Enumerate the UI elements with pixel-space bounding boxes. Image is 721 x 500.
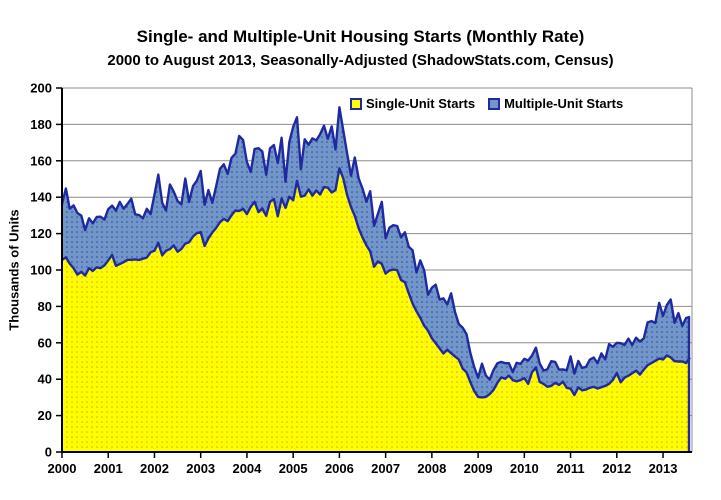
y-axis-title: Thousands of Units <box>6 209 22 331</box>
y-tick-label: 60 <box>38 335 52 350</box>
y-tick-label: 160 <box>30 153 52 168</box>
multiple-unit-legend-marker-icon <box>488 97 501 110</box>
y-tick-label: 0 <box>45 445 52 460</box>
x-tick-label: 2003 <box>186 461 215 476</box>
x-tick-label: 2002 <box>140 461 169 476</box>
x-tick-label: 2012 <box>602 461 631 476</box>
y-tick-label: 80 <box>38 299 52 314</box>
y-tick-label: 200 <box>30 81 52 96</box>
x-tick-label: 2010 <box>510 461 539 476</box>
multiple-unit-line <box>60 106 691 381</box>
y-tick-label: 100 <box>30 263 52 278</box>
x-tick-label: 2007 <box>371 461 400 476</box>
single-unit-line <box>61 167 691 399</box>
legend: Single-Unit Starts Multiple-Unit Starts <box>350 96 623 111</box>
x-tick-label: 2001 <box>94 461 123 476</box>
x-tick-label: 2005 <box>279 461 308 476</box>
x-tick-label: 2013 <box>649 461 678 476</box>
legend-item-multiple-unit: Multiple-Unit Starts <box>488 96 623 111</box>
legend-item-single-unit: Single-Unit Starts <box>350 96 475 111</box>
y-tick-label: 120 <box>30 226 52 241</box>
y-tick-label: 140 <box>30 190 52 205</box>
x-tick-label: 2004 <box>232 461 262 476</box>
chart-subtitle: 2000 to August 2013, Seasonally-Adjusted… <box>107 52 614 69</box>
chart-title: Single- and Multiple-Unit Housing Starts… <box>136 27 585 46</box>
x-tick-label: 2011 <box>556 461 584 476</box>
single-unit-legend-marker-icon <box>350 97 362 110</box>
x-tick-label: 2009 <box>464 461 493 476</box>
x-tick-label: 2008 <box>417 461 446 476</box>
y-tick-label: 20 <box>38 408 52 423</box>
single-unit-area <box>62 168 690 452</box>
x-tick-label: 2000 <box>48 461 77 476</box>
y-tick-label: 40 <box>38 372 52 387</box>
y-tick-label: 180 <box>30 117 52 132</box>
x-tick-label: 2006 <box>325 461 354 476</box>
multiple-unit-legend-label: Multiple-Unit Starts <box>504 96 624 111</box>
single-unit-legend-label: Single-Unit Starts <box>366 96 476 111</box>
